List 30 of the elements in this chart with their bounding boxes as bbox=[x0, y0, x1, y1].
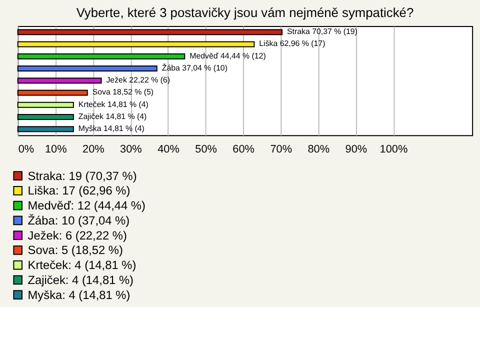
legend-label: Straka: 19 (70,37 %) bbox=[28, 168, 137, 183]
x-tick-label: 0% bbox=[18, 144, 34, 156]
x-tick-label: 20% bbox=[82, 144, 105, 156]
x-tick-label: 50% bbox=[195, 144, 218, 156]
y-tick-label: Zajiček 14,81 % (4) bbox=[78, 112, 148, 121]
y-tick-label: Krteček 14,81 % (4) bbox=[78, 100, 149, 109]
legend-label: Krteček: 4 (14,81 %) bbox=[28, 258, 136, 272]
y-tick-label: Myška 14,81 % (4) bbox=[78, 124, 145, 134]
x-tick-label: 80% bbox=[308, 144, 330, 156]
x-tick-label: 30% bbox=[120, 144, 142, 156]
legend-label: Myška: 4 (14,81 %) bbox=[28, 288, 130, 302]
x-tick-label: 100% bbox=[380, 144, 408, 156]
legend-label: Liška: 17 (62,96 %) bbox=[28, 184, 130, 198]
legend-label: Ježek: 6 (22,22 %) bbox=[28, 228, 127, 242]
y-tick-label: Straka 70,37 % (19) bbox=[286, 27, 358, 36]
x-tick-label: 60% bbox=[232, 144, 255, 156]
x-tick-label: 70% bbox=[270, 144, 292, 156]
y-tick-label: Sova 18,52 % (5) bbox=[92, 88, 154, 97]
legend-label: Medvěď: 12 (44,44 %) bbox=[28, 198, 146, 213]
x-tick-label: 90% bbox=[345, 144, 368, 156]
chart-title: Vyberte, které 3 postavičky jsou vám nejméně sympatické? bbox=[76, 5, 414, 20]
legend-label: Zajiček: 4 (14,81 %) bbox=[28, 272, 134, 287]
y-tick-label: Ježek 22,22 % (6) bbox=[106, 76, 170, 85]
y-tick-label: Liška 62,96 % (17) bbox=[259, 39, 326, 48]
y-tick-label: Medvěď 44,44 % (12) bbox=[190, 51, 266, 60]
y-tick-label: Žába 37,04 % (10) bbox=[162, 63, 228, 72]
legend-label: Sova: 5 (18,52 %) bbox=[28, 243, 123, 258]
x-tick-label: 40% bbox=[158, 144, 180, 156]
x-tick-label: 10% bbox=[44, 144, 68, 156]
legend-label: Žába: 10 (37,04 %) bbox=[28, 213, 130, 228]
